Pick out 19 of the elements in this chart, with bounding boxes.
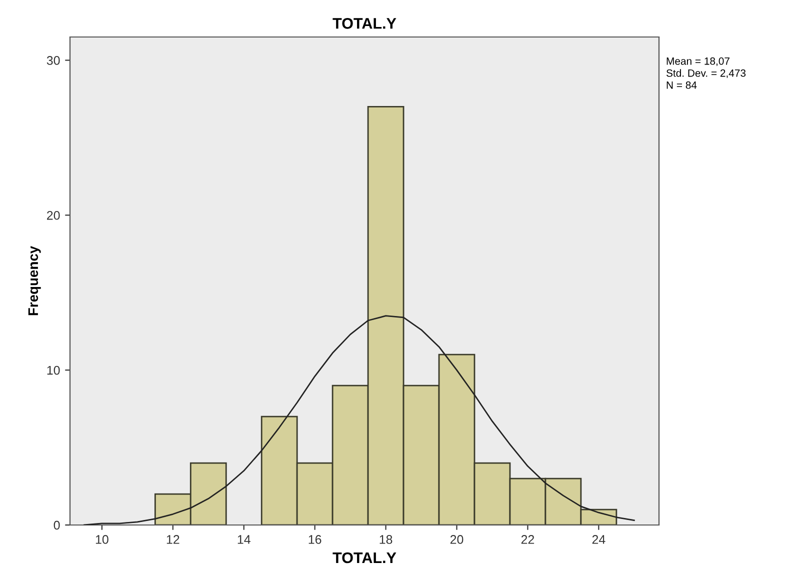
y-tick-label: 0 [54, 520, 60, 530]
x-tick-label: 12 [166, 535, 180, 544]
x-tick-label: 10 [96, 535, 108, 544]
x-tick-label: 18 [380, 535, 392, 544]
x-tick-label: 22 [521, 535, 534, 544]
chart-title: TOTAL.Y [332, 18, 396, 29]
x-tick-label: 24 [592, 535, 606, 544]
text: Std. Dev. = 2,473 [666, 69, 746, 78]
x-axis-title: TOTAL.Y [332, 552, 396, 564]
y-axis-title: Frequency [28, 246, 41, 316]
x-tick-label: 20 [450, 535, 464, 544]
y-tick-label: 20 [47, 210, 60, 220]
y-tick-label: 10 [47, 366, 60, 375]
y-tick-label: 30 [46, 56, 60, 65]
x-tick-label: 16 [308, 535, 322, 544]
text: N = 84 [666, 81, 697, 89]
x-tick-label: 14 [238, 535, 250, 544]
line-series [84, 315, 635, 525]
text: Mean = 18,07 [666, 57, 730, 66]
